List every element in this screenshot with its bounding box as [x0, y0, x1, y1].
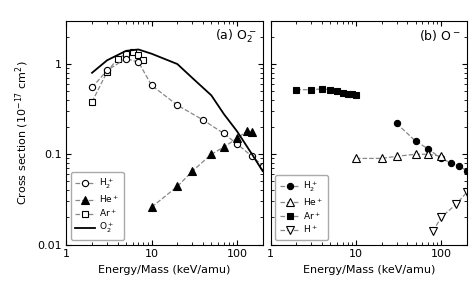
O$_2^+$: [249, 152, 255, 156]
He$^+$: [234, 136, 240, 140]
O$_2^+$: [174, 62, 180, 66]
Text: (b) O$^-$: (b) O$^-$: [419, 28, 461, 43]
H$^+$: [464, 190, 470, 194]
He$^+$: [353, 157, 359, 160]
H$_2^+$: [104, 69, 110, 72]
He$^+$: [438, 154, 444, 158]
O$_2^+$: [234, 129, 240, 133]
Line: H$_2^+$: H$_2^+$: [393, 120, 470, 174]
He$^+$: [244, 129, 250, 133]
Line: He$^+$: He$^+$: [352, 151, 445, 162]
Ar$^+$: [293, 88, 299, 92]
Ar$^+$: [104, 70, 110, 74]
Ar$^+$: [89, 100, 95, 104]
He$^+$: [209, 152, 214, 156]
H$^+$: [430, 230, 436, 233]
Ar$^+$: [353, 94, 359, 97]
He$^+$: [379, 157, 384, 160]
He$^+$: [149, 205, 155, 209]
Line: O$_2^+$: O$_2^+$: [92, 50, 263, 171]
O$_2^+$: [123, 49, 129, 53]
Line: H$_2^+$: H$_2^+$: [89, 56, 266, 169]
O$_2^+$: [89, 71, 95, 75]
H$_2^+$: [136, 60, 141, 64]
O$_2^+$: [104, 58, 110, 62]
Ar$^+$: [340, 91, 346, 94]
H$_2^+$: [413, 139, 419, 143]
Ar$^+$: [141, 58, 146, 62]
Ar$^+$: [334, 89, 340, 93]
He$^+$: [413, 152, 419, 156]
H$_2^+$: [464, 169, 470, 173]
H$^+$: [438, 215, 444, 219]
O$_2^+$: [221, 112, 227, 116]
H$_2^+$: [123, 57, 129, 60]
Line: H$^+$: H$^+$: [429, 188, 471, 235]
H$_2^+$: [234, 142, 240, 146]
Ar$^+$: [309, 88, 314, 92]
H$_2^+$: [200, 118, 206, 122]
Ar$^+$: [136, 53, 141, 57]
H$_2^+$: [260, 164, 265, 167]
H$_2^+$: [456, 164, 462, 167]
H$^+$: [454, 202, 459, 206]
He$^+$: [394, 154, 400, 158]
H$_2^+$: [448, 161, 454, 165]
O$_2^+$: [136, 48, 141, 51]
He$^+$: [221, 145, 227, 149]
Ar$^+$: [130, 50, 136, 54]
Ar$^+$: [328, 88, 333, 92]
Y-axis label: Cross section (10$^{-17}$ cm$^2$): Cross section (10$^{-17}$ cm$^2$): [14, 61, 31, 205]
Ar$^+$: [319, 87, 325, 91]
H$_2^+$: [425, 147, 431, 151]
He$^+$: [190, 169, 195, 173]
X-axis label: Energy/Mass (keV/amu): Energy/Mass (keV/amu): [98, 265, 231, 275]
Text: (a) O$_2^-$: (a) O$_2^-$: [215, 28, 257, 45]
H$_2^+$: [149, 84, 155, 87]
Ar$^+$: [115, 57, 120, 60]
H$_2^+$: [174, 103, 180, 107]
H$_2^+$: [394, 122, 400, 125]
Line: Ar$^+$: Ar$^+$: [89, 49, 146, 105]
He$^+$: [425, 152, 431, 156]
Ar$^+$: [345, 92, 350, 95]
Line: He$^+$: He$^+$: [148, 128, 256, 211]
Legend: H$_2^+$, He$^+$, Ar$^+$, O$_2^+$: H$_2^+$, He$^+$, Ar$^+$, O$_2^+$: [71, 172, 124, 240]
He$^+$: [249, 130, 255, 134]
O$_2^+$: [190, 76, 195, 80]
O$_2^+$: [209, 94, 214, 97]
Ar$^+$: [349, 93, 355, 96]
H$_2^+$: [89, 86, 95, 89]
X-axis label: Energy/Mass (keV/amu): Energy/Mass (keV/amu): [302, 265, 435, 275]
H$_2^+$: [221, 132, 227, 135]
O$_2^+$: [260, 169, 265, 173]
He$^+$: [174, 184, 180, 188]
Ar$^+$: [123, 52, 129, 56]
Legend: H$_2^+$, He$^+$, Ar$^+$, H$^+$: H$_2^+$, He$^+$, Ar$^+$, H$^+$: [275, 175, 328, 240]
O$_2^+$: [149, 52, 155, 56]
H$_2^+$: [249, 154, 255, 158]
Line: Ar$^+$: Ar$^+$: [293, 86, 359, 98]
H$_2^+$: [438, 157, 444, 160]
